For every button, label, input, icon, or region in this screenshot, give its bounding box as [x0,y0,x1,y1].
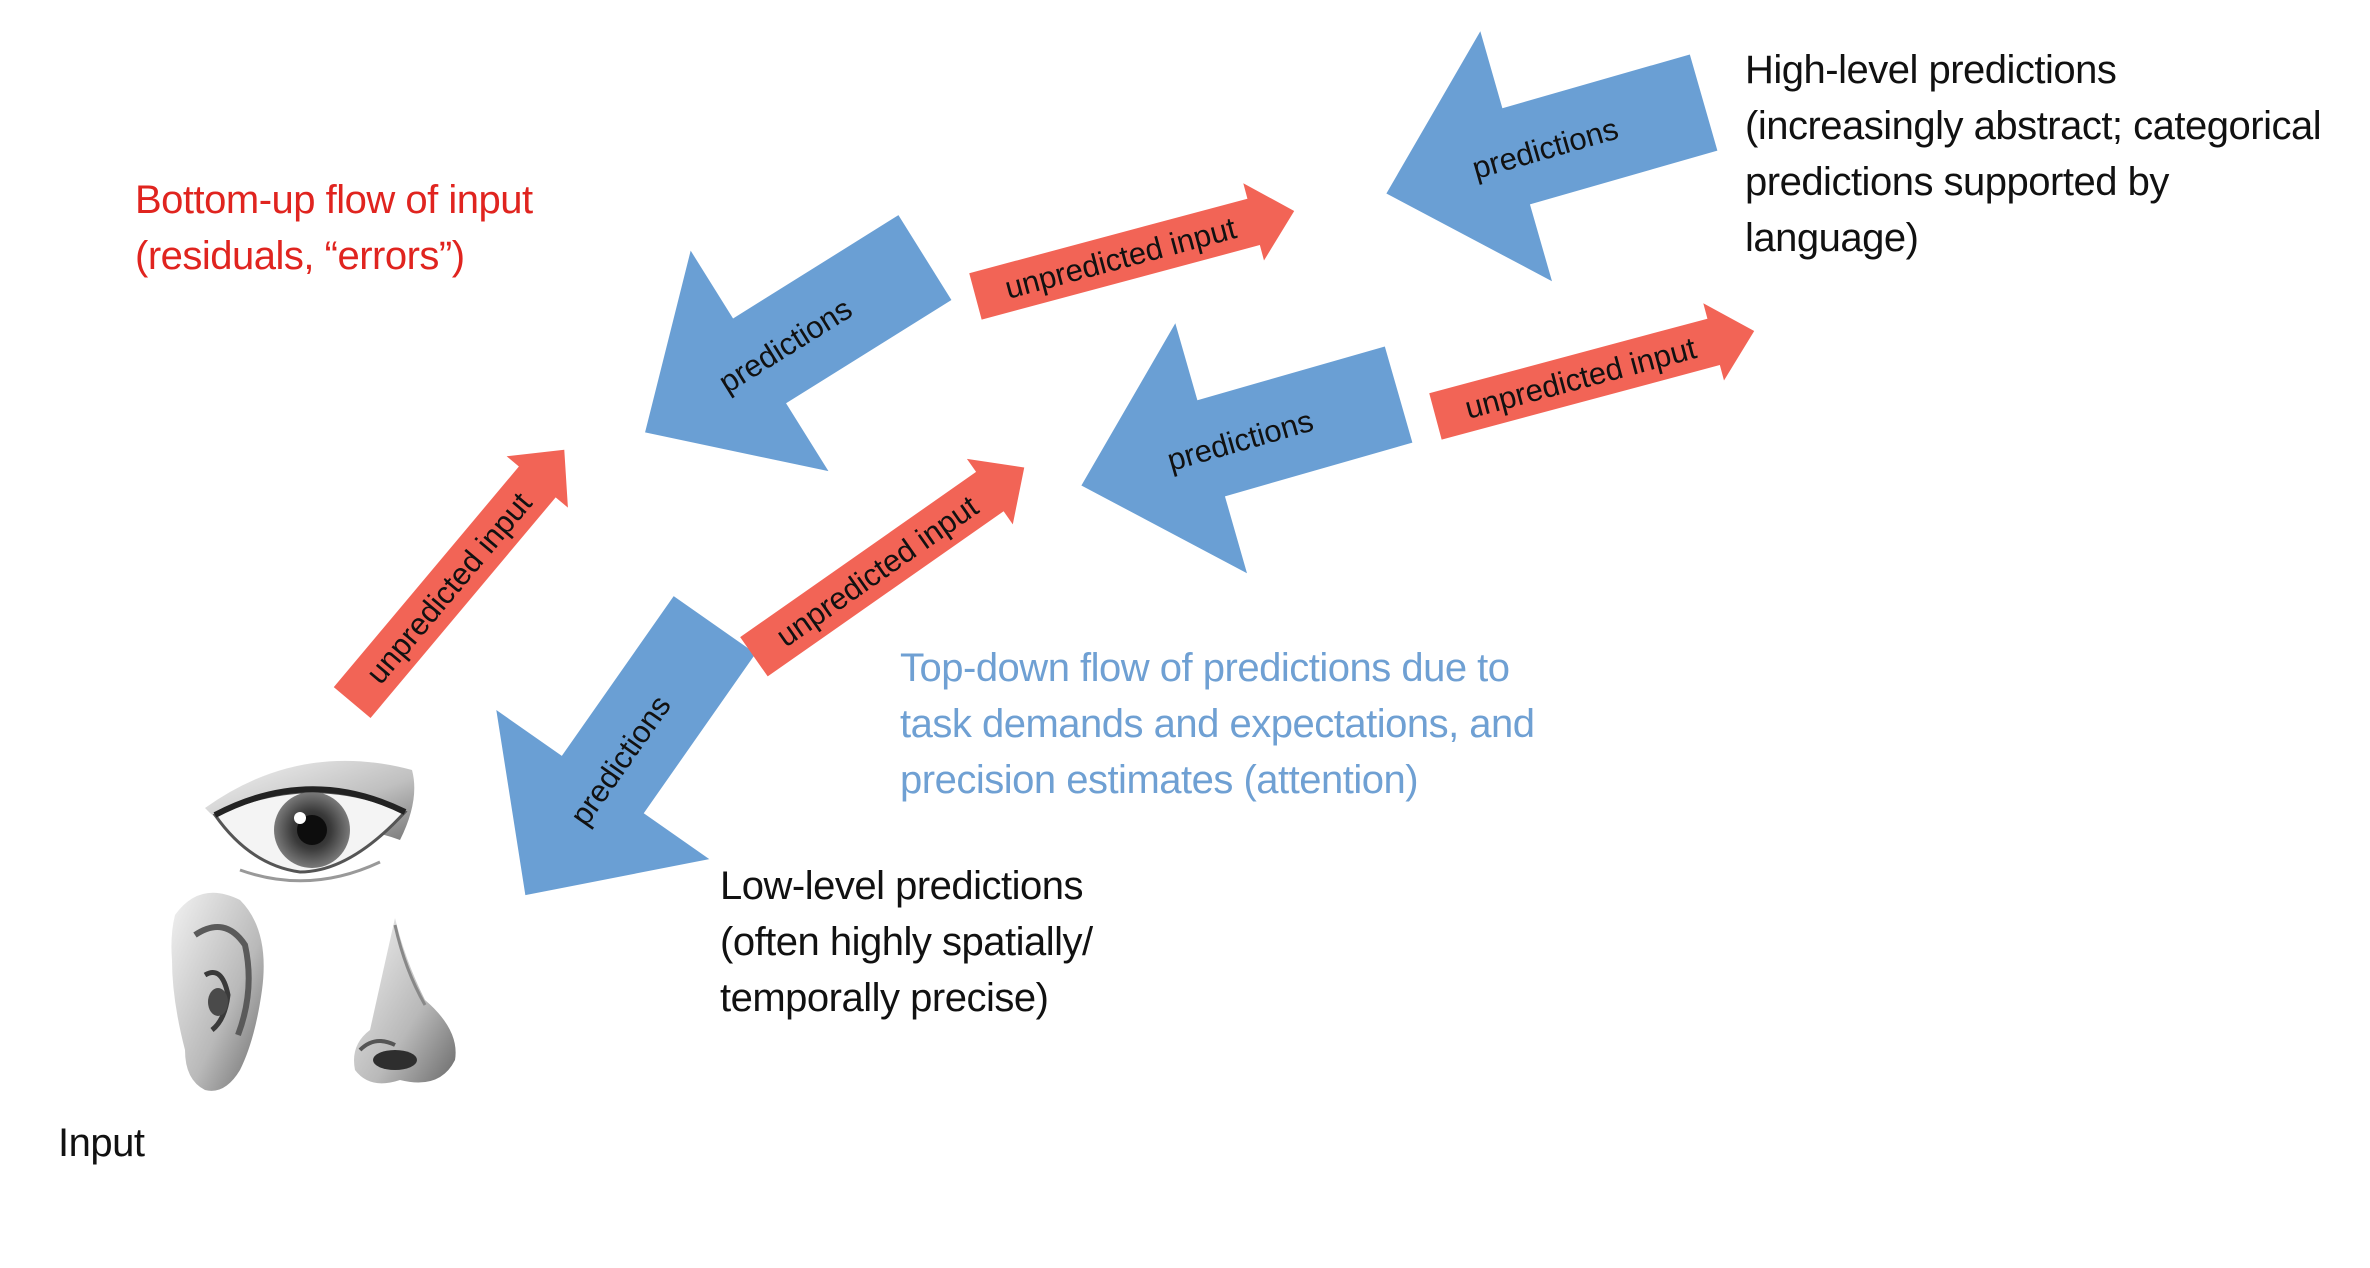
ear-icon [171,892,264,1091]
eye-icon [205,760,415,883]
input-arrow-label: unpredicted input [770,488,985,653]
high-level-predictions-caption: High-level predictions (increasingly abs… [1745,48,2322,260]
input-arrow-right: unpredicted input [1429,303,1755,440]
input-label: Input [58,1121,145,1165]
low-level-predictions-caption: Low-level predictions (often highly spat… [720,864,1093,1020]
input-arrow-upper: unpredicted input [969,183,1295,320]
prediction-arrow-top: predictions [1386,31,1718,282]
prediction-arrow-middle: predictions [1081,323,1413,574]
nose-icon [354,918,456,1084]
input-arrow-left: unpredicted input [333,449,568,718]
bottom-up-flow-caption: Bottom-up flow of input (residuals, “err… [135,178,533,278]
top-down-flow-caption: Top-down flow of predictions due to task… [900,646,1535,802]
input-arrow-label: unpredicted input [359,485,539,690]
prediction-arrow-upper-left: predictions [645,215,952,472]
